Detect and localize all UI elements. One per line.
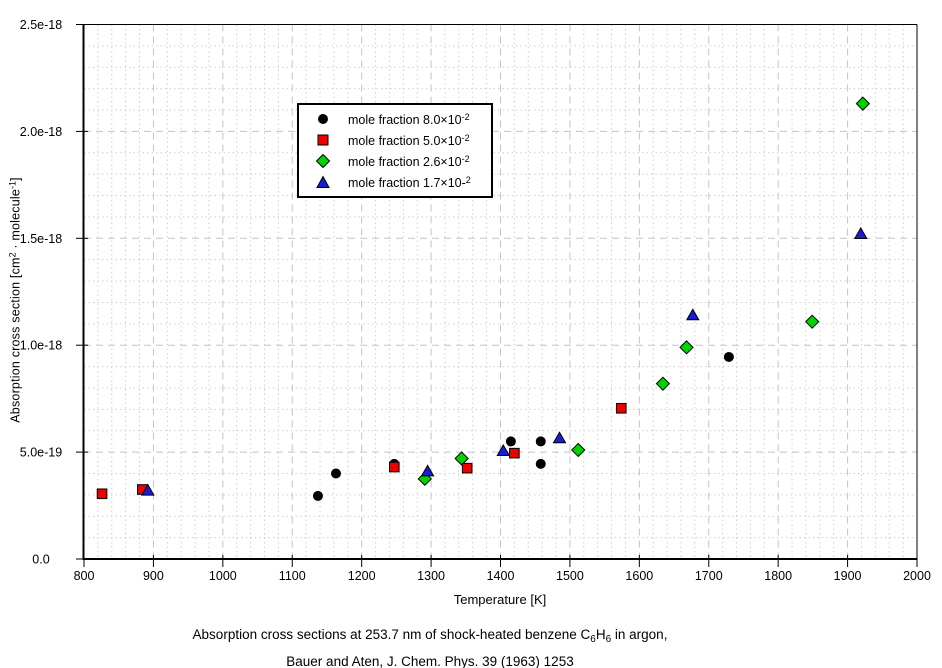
legend-item-label: mole fraction 5.0×10-2 <box>348 132 470 148</box>
data-point <box>655 376 671 391</box>
legend-item: mole fraction 5.0×10-2 <box>299 131 491 150</box>
caption-line-1: Absorption cross sections at 253.7 nm of… <box>192 627 668 645</box>
y-axis-label-text: Absorption cross section [cm <box>8 257 23 423</box>
y-axis-label-sup-minus1: -1 <box>7 180 18 189</box>
legend-item: mole fraction 2.6×10-2 <box>299 152 491 171</box>
legend-item-label: mole fraction 8.0×10-2 <box>348 111 470 127</box>
chart-canvas: 800 900 1000 1100 1200 1300 1400 1500 1600 1700 18… <box>20 18 931 583</box>
x-tick-label: 2000 <box>903 569 931 583</box>
data-point <box>509 447 520 459</box>
legend-item: mole fraction 1.7×10-2 <box>299 173 491 192</box>
y-tick-label: 1.0e-18 <box>20 339 62 353</box>
data-point <box>388 461 400 473</box>
x-tick-label: 800 <box>74 569 95 583</box>
data-point <box>96 488 108 500</box>
x-tick-label: 1200 <box>348 569 376 583</box>
figure-caption: Absorption cross sections at 253.7 nm of… <box>0 624 860 668</box>
x-axis-label: Temperature [K] <box>453 592 547 607</box>
y-tick-label: 2.0e-18 <box>20 125 62 139</box>
x-tick-label: 900 <box>143 569 164 583</box>
data-point <box>420 464 435 477</box>
legend-item-label: mole fraction 2.6×10-2 <box>348 153 470 169</box>
x-tick-label: 1300 <box>417 569 445 583</box>
series-triangle <box>141 227 868 496</box>
x-tick-label: 1400 <box>487 569 515 583</box>
y-tick-label: 5.0e-19 <box>20 446 62 460</box>
data-point <box>454 451 469 466</box>
legend-triangle-icon <box>315 175 331 189</box>
series-diamond <box>417 96 871 487</box>
data-point <box>615 402 627 414</box>
data-point <box>535 436 546 447</box>
legend: mole fraction 8.0×10-2 mole fraction 5.0… <box>297 103 493 198</box>
x-tick-label: 1600 <box>625 569 653 583</box>
data-point <box>804 314 820 329</box>
legend-item: mole fraction 8.0×10-2 <box>299 110 491 129</box>
y-tick-label: 2.5e-18 <box>20 18 62 32</box>
y-axis-label-text2: · molecule <box>8 188 23 253</box>
data-point <box>855 96 871 111</box>
legend-square-icon <box>315 133 331 147</box>
data-point <box>141 483 155 496</box>
y-axis-label-sup-2: 2 <box>7 252 18 258</box>
data-point <box>312 490 323 501</box>
data-point <box>461 462 473 474</box>
y-tick-label: 1.5e-18 <box>20 232 62 246</box>
y-axis-label: Absorption cross section [cm2 · molecule… <box>8 177 23 422</box>
legend-circle-icon <box>315 112 331 126</box>
x-tick-label: 1700 <box>695 569 723 583</box>
legend-item-label: mole fraction 1.7×10-2 <box>348 174 471 190</box>
data-point <box>505 436 516 447</box>
y-tick-label: 0.0 <box>32 553 49 567</box>
data-point <box>685 308 700 321</box>
x-tick-label: 1100 <box>279 569 306 583</box>
y-axis-label-bracket: ] <box>8 177 23 181</box>
x-tick-label: 1000 <box>209 569 237 583</box>
x-tick-label: 1900 <box>834 569 862 583</box>
data-point <box>330 468 341 479</box>
data-point <box>679 340 694 355</box>
data-point <box>723 351 734 362</box>
data-point <box>571 442 586 458</box>
data-point <box>552 431 567 444</box>
x-tick-label: 1500 <box>556 569 584 583</box>
data-point <box>496 444 511 457</box>
series-circle <box>312 351 734 501</box>
caption-line-2: Bauer and Aten, J. Chem. Phys. 39 (1963)… <box>286 654 574 668</box>
data-point <box>853 227 868 240</box>
data-point <box>535 458 546 469</box>
legend-diamond-icon <box>315 153 331 169</box>
x-tick-label: 1800 <box>764 569 792 583</box>
